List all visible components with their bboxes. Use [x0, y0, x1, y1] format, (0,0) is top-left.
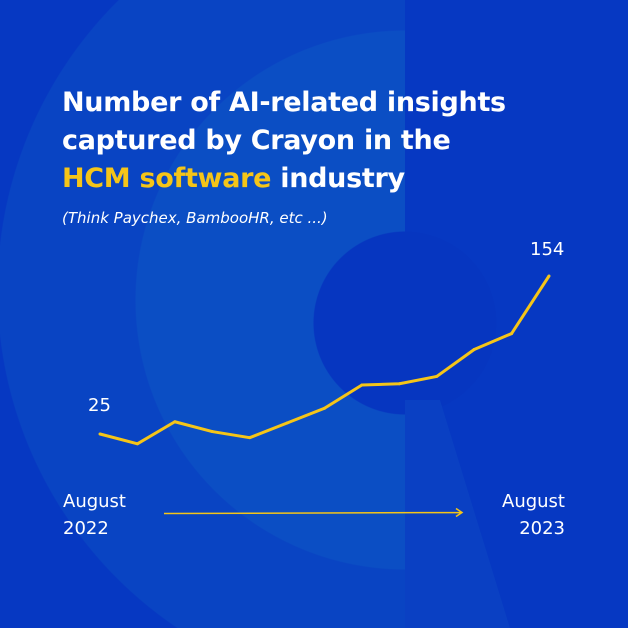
title-line-2: captured by Crayon in the — [62, 125, 451, 156]
data-point-jun-2023 — [472, 347, 476, 351]
data-point-may-2023 — [435, 374, 439, 378]
data-point-jul-2023 — [510, 332, 514, 336]
title-highlight: HCM software — [62, 163, 272, 194]
title-line-3-rest: industry — [271, 163, 405, 194]
x-start-year: 2022 — [63, 518, 109, 539]
data-point-feb-2023 — [323, 406, 326, 410]
data-point-sep-2022 — [135, 442, 139, 446]
data-point-apr-2023 — [397, 382, 401, 386]
time-arrow-icon — [163, 507, 464, 518]
data-point-mar-2023 — [360, 383, 364, 387]
x-end-year: 2023 — [519, 518, 565, 539]
x-end-month: August — [502, 491, 565, 512]
chart-subtitle: (Think Paychex, BambooHR, etc ...) — [62, 209, 328, 227]
x-start-label: August 2022 — [63, 488, 126, 542]
data-point-aug-2023 — [547, 274, 551, 278]
start-value-label: 25 — [88, 395, 111, 416]
chart-title: Number of AI-related insights captured b… — [62, 84, 506, 198]
logo-leg-shape — [405, 400, 510, 628]
data-point-dec-2022 — [248, 436, 252, 440]
end-value-label: 154 — [530, 239, 565, 260]
series-line — [99, 275, 551, 446]
x-end-label: August 2023 — [502, 488, 565, 542]
data-point-aug-2022 — [98, 432, 102, 436]
data-point-nov-2022 — [210, 430, 214, 434]
title-line-1: Number of AI-related insights — [62, 87, 506, 118]
title-line-3: HCM software industry — [62, 160, 506, 198]
data-point-oct-2022 — [173, 420, 177, 424]
x-start-month: August — [63, 491, 126, 512]
data-point-jan-2023 — [285, 421, 289, 425]
